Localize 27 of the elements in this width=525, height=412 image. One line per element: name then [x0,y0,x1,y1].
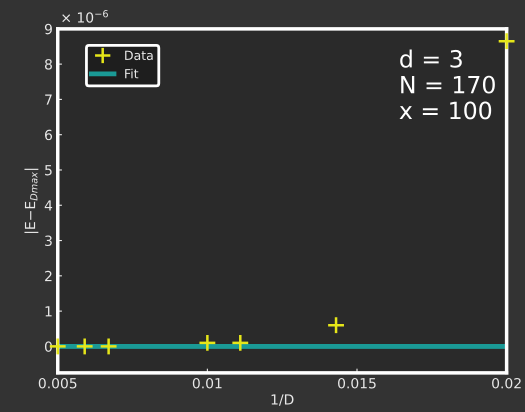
x-tick-label: 0.02 [492,378,521,388]
legend-label: Fit [125,68,138,78]
legend-label: Data [125,50,153,60]
point [326,316,346,334]
annotation: d = 3 [400,49,462,68]
y-tick-label: 2 [45,270,52,282]
point [99,337,118,356]
x-tick-label: 0.005 [38,378,76,388]
x-tick-label: 0.01 [192,378,222,388]
y-tick-label: 6 [45,130,52,140]
text: × 10$^{−6}$ [62,10,108,23]
y-tick-label: 7 [45,94,52,105]
annotation: x = 100 [400,102,492,120]
y-tick-label: 1 [46,306,52,316]
y-tick-label: 4 [44,200,52,211]
y-tick-label: 9 [44,24,52,34]
y-axis-title: |E−E$_{Dmax}$| [24,168,38,233]
point [231,334,250,352]
x-tick-label: 0.015 [338,378,376,388]
point [76,337,94,356]
point [497,32,516,50]
point [198,334,217,352]
y-tick-label: 8 [44,59,52,70]
y-tick-label: 3 [45,236,52,246]
x-axis-title: 1/D [272,394,294,406]
annotation: N = 170 [401,76,495,94]
y-tick-label: 5 [45,165,52,176]
